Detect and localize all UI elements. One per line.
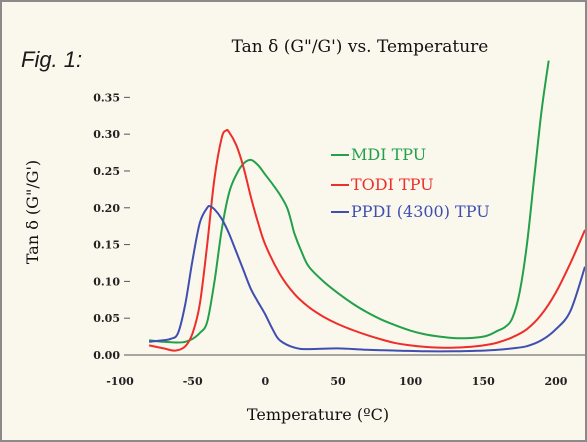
x-tick-label: 0: [261, 375, 269, 388]
series-line-todi-tpu: [148, 128, 585, 352]
series-line-mdi-tpu: [149, 60, 550, 344]
y-tick-label: 0.05: [93, 312, 120, 325]
y-axis-title: Tan δ (G"/G'): [23, 160, 42, 264]
series-line-ppdi-4300-tpu: [148, 204, 585, 353]
legend: MDI TPU TODI TPU PPDI (4300) TPU: [331, 145, 490, 221]
legend-label-ppdi-4300-tpu: PPDI (4300) TPU: [351, 202, 490, 221]
x-tick-label: 150: [472, 375, 495, 388]
y-tick-label: 0.15: [93, 239, 120, 252]
x-tick-label: 50: [330, 375, 346, 388]
x-tick-label: 200: [544, 375, 567, 388]
y-tick-label: 0.00: [93, 349, 120, 362]
y-tick-label: 0.35: [93, 91, 120, 104]
x-tick-label: -50: [183, 375, 203, 388]
legend-label-todi-tpu: TODI TPU: [351, 175, 434, 194]
y-tick-label: 0.25: [93, 165, 120, 178]
y-tick-label: 0.10: [93, 275, 120, 288]
y-tick-label: 0.30: [93, 128, 120, 141]
axes: 0.00 0.05 0.10 0.15 0.20 0.25 0.30 0.35 -100 -50 0…: [93, 91, 585, 388]
x-tick-label: -100: [106, 375, 134, 388]
x-axis-title: Temperature (ºC): [247, 405, 389, 424]
legend-label-mdi-tpu: MDI TPU: [351, 145, 426, 164]
chart-title: Tan δ (G"/G') vs. Temperature: [232, 37, 489, 57]
y-tick-label: 0.20: [93, 202, 120, 215]
x-tick-label: 100: [399, 375, 422, 388]
figure-label: Fig. 1:: [21, 47, 83, 72]
plot-area: [148, 60, 585, 353]
